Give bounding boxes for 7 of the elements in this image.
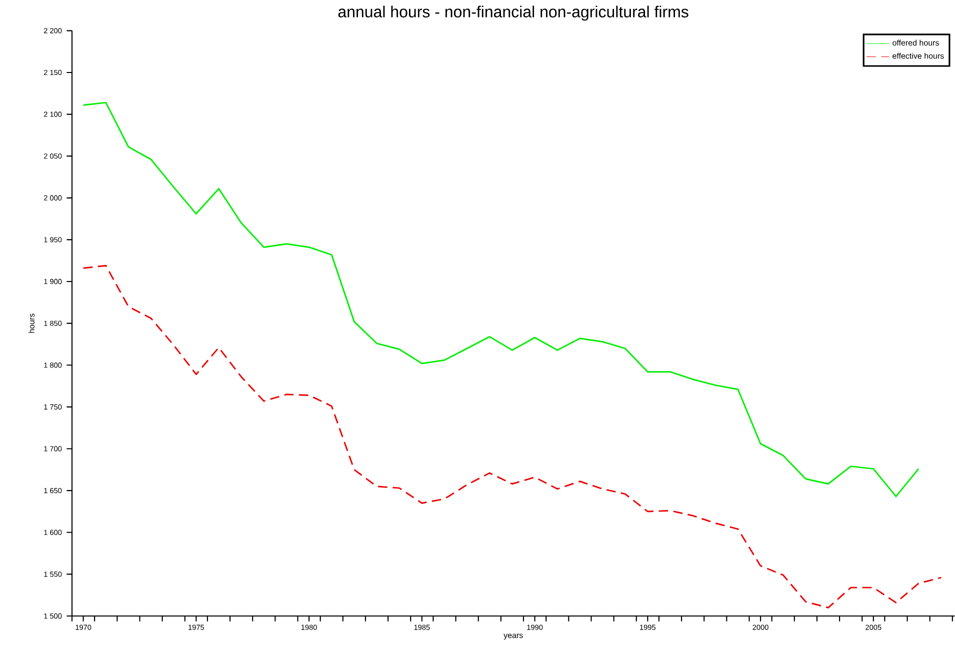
legend-label: effective hours xyxy=(892,52,944,59)
y-axis-title: hours xyxy=(28,314,34,333)
x-axis-title: years xyxy=(504,634,523,640)
legend-label: offered hours xyxy=(892,40,939,46)
line-series xyxy=(82,264,942,608)
chart-title: annual hours - non-financial non-agricultural firms xyxy=(338,6,688,21)
line-series xyxy=(82,102,920,498)
